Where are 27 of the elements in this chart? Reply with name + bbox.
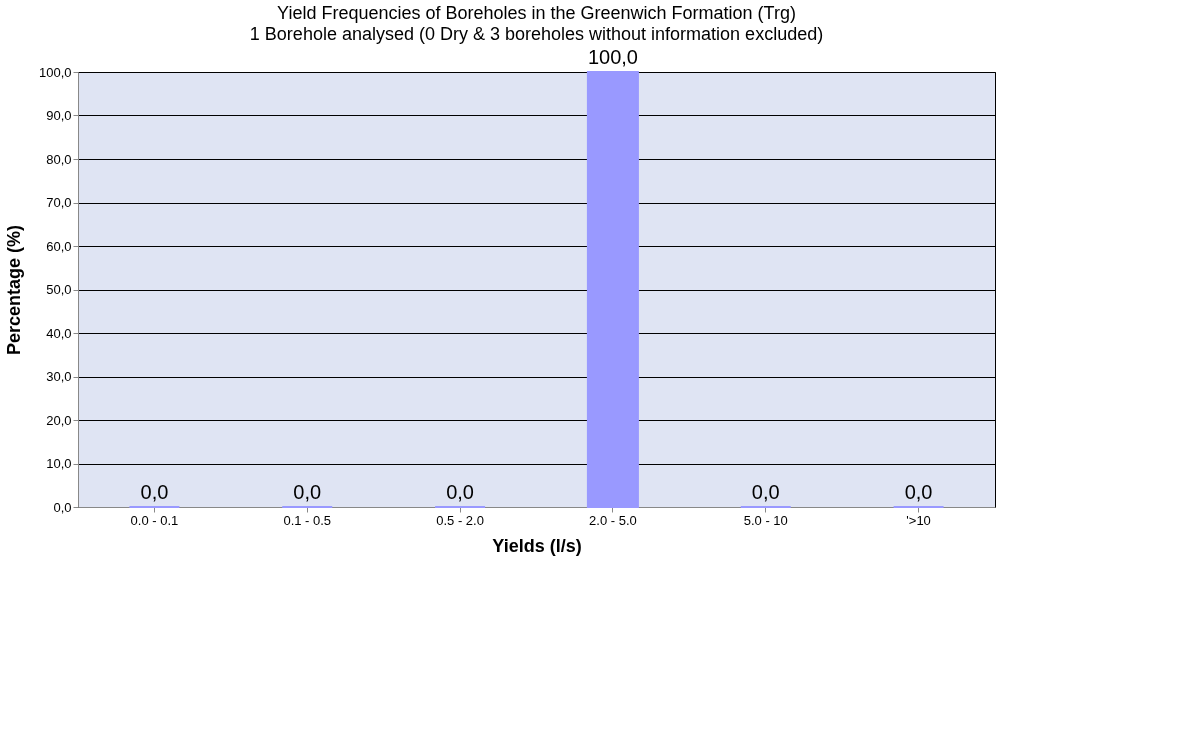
chart-subtitle: 1 Borehole analysed (0 Dry & 3 boreholes without information excluded)	[249, 24, 824, 44]
x-tick-label: 0.1 - 0.5	[283, 512, 332, 528]
y-tick-label: 20,0	[46, 412, 72, 428]
y-tick-label: 100,0	[38, 64, 72, 80]
x-tick-label: 2.0 - 5.0	[589, 512, 637, 528]
y-tick-label: 10,0	[46, 456, 72, 471]
x-tick-label: 5.0 - 10	[743, 512, 788, 528]
y-tick-label: 40,0	[46, 325, 72, 341]
y-tick-label: 30,0	[46, 369, 72, 384]
data-label: 0,0	[751, 481, 780, 503]
y-tick-label: 80,0	[46, 151, 72, 167]
x-tick-label: 0.5 - 2.0	[436, 512, 484, 528]
data-label: 100,0	[587, 46, 638, 68]
data-label: 0,0	[293, 481, 322, 503]
y-axis-title: Percentage (%)	[3, 224, 24, 356]
y-tick-label: 90,0	[46, 108, 72, 123]
data-label: 0,0	[140, 481, 169, 503]
x-tick-label: 0.0 - 0.1	[130, 512, 179, 528]
x-tick-label: '>10	[906, 512, 931, 528]
y-tick-label: 60,0	[46, 238, 72, 254]
x-axis-title: Yields (l/s)	[492, 535, 582, 556]
y-tick-label: 50,0	[46, 282, 72, 297]
chart-title: Yield Frequencies of Boreholes in the Greenwich Formation (Trg)	[277, 3, 796, 23]
data-label: 0,0	[446, 481, 474, 503]
data-label: 0,0	[904, 481, 933, 503]
y-tick-label: 0,0	[53, 499, 72, 515]
y-tick-label: 70,0	[46, 195, 72, 210]
